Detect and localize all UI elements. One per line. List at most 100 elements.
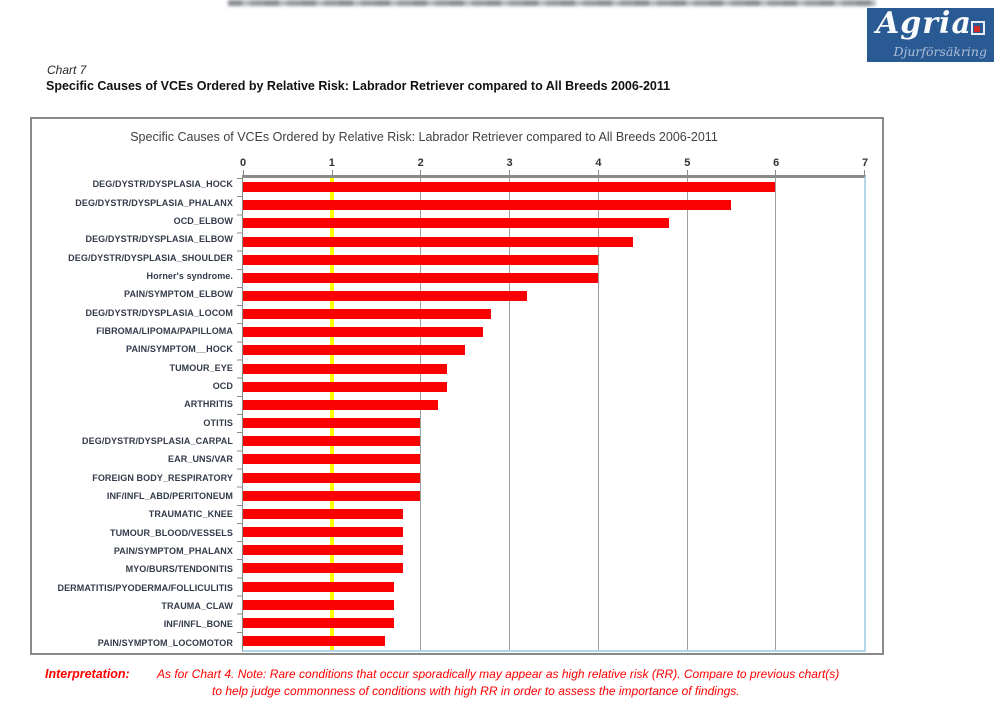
bar-row <box>243 577 864 595</box>
x-axis-tick-label: 6 <box>773 157 780 169</box>
category-label: TRAUMA_CLAW <box>161 601 233 612</box>
logo-square-icon <box>971 21 985 35</box>
bar <box>243 182 776 193</box>
category-label: EAR_UNS/VAR <box>168 454 233 465</box>
category-label: MYO/BURS/TENDONITIS <box>125 564 233 575</box>
bar-row <box>243 487 864 505</box>
category-axis-labels: DEG/DYSTR/DYSPLASIA_HOCK DEG/DYSTR/DYSPLA… <box>34 175 238 652</box>
bar <box>243 218 669 229</box>
bar-row <box>243 360 864 378</box>
bar <box>243 599 394 610</box>
bar-row <box>243 541 864 559</box>
x-axis-tick-mark <box>331 170 333 175</box>
category-label: Horner's syndrome. <box>146 270 233 281</box>
bar-row <box>243 505 864 523</box>
category-label: OCD_ELBOW <box>173 215 233 226</box>
category-label: DEG/DYSTR/DYSPLASIA_PHALANX <box>75 197 233 208</box>
bar <box>243 399 439 410</box>
bar <box>243 236 634 247</box>
interpretation-note: As for Chart 4. Note: Rare conditions th… <box>157 666 957 700</box>
bar <box>243 508 403 519</box>
x-axis-tick-label: 7 <box>861 157 869 169</box>
category-label: FIBROMA/LIPOMA/PAPILLOMA <box>96 325 233 336</box>
bar-row <box>243 341 864 359</box>
bar-row <box>243 469 864 487</box>
category-label: TUMOUR_EYE <box>169 362 233 373</box>
logo-subtitle-text: Djurförsäkring <box>893 44 987 59</box>
bar <box>243 490 421 501</box>
x-axis-tick-mark <box>686 170 688 175</box>
bar <box>243 545 403 556</box>
bar-row <box>243 559 864 577</box>
bars-container <box>243 178 864 650</box>
x-axis-tick-mark <box>597 170 599 175</box>
bar-row <box>243 432 864 450</box>
category-label: OTITIS <box>203 417 233 428</box>
chart-number-label: Chart 7 <box>47 63 87 77</box>
bar <box>243 327 483 338</box>
category-label: DERMATITIS/PYODERMA/FOLLICULITIS <box>57 582 233 593</box>
gridline <box>686 178 688 650</box>
bar <box>243 200 731 211</box>
bar-row <box>243 214 864 232</box>
page-title: Specific Causes of VCEs Ordered by Relat… <box>46 79 671 93</box>
gridline <box>420 178 422 650</box>
bar-row <box>243 232 864 250</box>
bar <box>243 345 465 356</box>
bar-row <box>243 396 864 414</box>
x-axis-tick-label: 1 <box>328 157 335 169</box>
bar <box>243 527 403 538</box>
bar <box>243 291 527 302</box>
bar <box>243 581 394 592</box>
x-axis-tick-mark <box>864 170 865 175</box>
category-label: PAIN/SYMPTOM_ELBOW <box>124 289 233 300</box>
category-label: PAIN/SYMPTOM__HOCK <box>126 344 233 355</box>
category-label: ARTHRITIS <box>184 399 233 410</box>
cutoff-text-strip <box>228 0 876 6</box>
interpretation-note-line1: As for Chart 4. Note: Rare conditions th… <box>157 667 840 681</box>
x-axis-tick-mark <box>243 170 244 175</box>
bar <box>243 454 421 465</box>
category-label: OCD <box>212 380 233 391</box>
bar-row <box>243 632 864 650</box>
x-axis-tick-label: 4 <box>595 157 602 169</box>
interpretation-note-line2: to help judge commonness of conditions w… <box>212 684 740 698</box>
bar <box>243 436 421 447</box>
category-label: PAIN/SYMPTOM_PHALANX <box>113 546 233 557</box>
gridline <box>775 178 777 650</box>
gridline <box>597 178 599 650</box>
interpretation-label: Interpretation: <box>45 667 130 681</box>
bar-row <box>243 414 864 432</box>
bar-row <box>243 178 864 196</box>
category-label: INF/INFL_ABD/PERITONEUM <box>106 491 233 502</box>
bar-row <box>243 269 864 287</box>
category-label: DEG/DYSTR/DYSPLASIA_ELBOW <box>85 234 233 245</box>
x-axis-tick-mark <box>509 170 511 175</box>
x-axis-tick-label: 2 <box>417 157 424 169</box>
x-axis-tick-mark <box>775 170 777 175</box>
plot-area <box>237 170 866 652</box>
bar <box>243 563 403 574</box>
bar-row <box>243 251 864 269</box>
category-label: INF/INFL_BONE <box>163 619 233 630</box>
x-axis-tick-label: 5 <box>684 157 691 169</box>
bar-row <box>243 305 864 323</box>
category-label: DEG/DYSTR/DYSPLASIA_CARPAL <box>82 435 233 446</box>
x-axis-tick-mark <box>420 170 422 175</box>
bar <box>243 635 385 646</box>
gridline <box>509 178 511 650</box>
chart-title: Specific Causes of VCEs Ordered by Relat… <box>130 130 718 144</box>
bar <box>243 254 598 265</box>
bar-row <box>243 523 864 541</box>
reference-line <box>329 178 334 650</box>
bar-row <box>243 596 864 614</box>
bar <box>243 363 448 374</box>
x-axis-tick-label: 0 <box>239 157 247 169</box>
bar <box>243 272 598 283</box>
bar-row <box>243 323 864 341</box>
bar <box>243 381 448 392</box>
bar-row <box>243 614 864 632</box>
bar <box>243 472 421 483</box>
logo-brand-text: Agria <box>876 6 972 41</box>
category-label: DEG/DYSTR/DYSPLASIA_LOCOM <box>85 307 233 318</box>
